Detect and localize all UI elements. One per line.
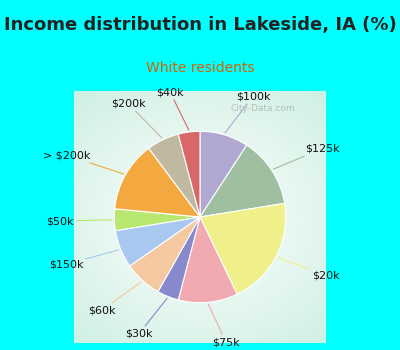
Wedge shape bbox=[178, 217, 237, 303]
Text: $40k: $40k bbox=[156, 87, 189, 130]
Text: $125k: $125k bbox=[274, 143, 340, 169]
Text: $30k: $30k bbox=[125, 298, 167, 339]
Text: $50k: $50k bbox=[46, 216, 112, 226]
Wedge shape bbox=[149, 134, 200, 217]
Text: $60k: $60k bbox=[88, 282, 141, 315]
Text: White residents: White residents bbox=[146, 61, 254, 75]
Wedge shape bbox=[114, 209, 200, 231]
Text: City-Data.com: City-Data.com bbox=[230, 104, 295, 113]
Wedge shape bbox=[116, 217, 200, 266]
Wedge shape bbox=[200, 203, 286, 294]
Wedge shape bbox=[130, 217, 200, 292]
Text: Income distribution in Lakeside, IA (%): Income distribution in Lakeside, IA (%) bbox=[4, 16, 396, 35]
Wedge shape bbox=[178, 131, 200, 217]
Wedge shape bbox=[200, 131, 247, 217]
Text: $20k: $20k bbox=[278, 258, 339, 280]
Text: $75k: $75k bbox=[208, 304, 240, 348]
Text: $200k: $200k bbox=[111, 98, 162, 138]
Wedge shape bbox=[115, 148, 200, 217]
Wedge shape bbox=[200, 145, 284, 217]
Text: > $200k: > $200k bbox=[43, 150, 124, 174]
Wedge shape bbox=[158, 217, 200, 300]
Text: $100k: $100k bbox=[225, 91, 270, 133]
Text: $150k: $150k bbox=[49, 250, 119, 269]
